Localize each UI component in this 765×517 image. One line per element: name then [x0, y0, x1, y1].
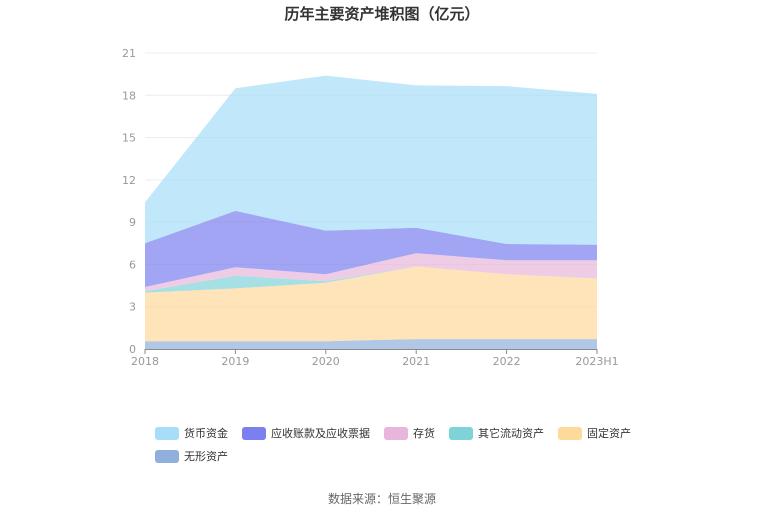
source-note: 数据来源：恒生聚源	[328, 491, 436, 506]
legend-item[interactable]: 应收账款及应收票据	[242, 426, 370, 440]
area-series	[145, 210, 597, 287]
y-tick-label: 0	[129, 343, 136, 356]
legend-label: 货币资金	[184, 426, 228, 440]
legend-swatch	[449, 427, 473, 440]
legend-item[interactable]: 无形资产	[155, 449, 228, 463]
y-tick-label: 3	[129, 301, 136, 314]
area-series	[145, 75, 597, 245]
legend-swatch	[384, 427, 408, 440]
y-tick-label: 12	[122, 174, 136, 187]
x-tick-label: 2018	[131, 355, 159, 368]
area-series	[145, 339, 597, 349]
legend-label: 无形资产	[184, 449, 228, 463]
y-tick-label: 9	[129, 216, 136, 229]
y-tick-label: 21	[122, 47, 136, 60]
legend-label: 应收账款及应收票据	[271, 426, 370, 440]
legend-label: 固定资产	[587, 426, 631, 440]
y-tick-label: 6	[129, 258, 136, 271]
area-series	[145, 266, 597, 342]
x-tick-label: 2020	[312, 355, 340, 368]
area-layer	[145, 75, 597, 349]
legend-swatch	[155, 450, 179, 463]
legend-label: 存货	[413, 426, 435, 440]
x-tick-label: 2023H1	[575, 355, 618, 368]
x-tick-label: 2019	[221, 355, 249, 368]
chart-title: 历年主要资产堆积图（亿元）	[284, 5, 479, 23]
area-series	[145, 253, 597, 292]
area-series	[145, 266, 597, 293]
legend-swatch	[242, 427, 266, 440]
x-tick-label: 2022	[493, 355, 521, 368]
legend-swatch	[155, 427, 179, 440]
legend-item[interactable]: 存货	[384, 426, 435, 440]
legend-label: 其它流动资产	[478, 426, 544, 440]
y-tick-label: 18	[122, 89, 136, 102]
legend-item[interactable]: 固定资产	[558, 426, 631, 440]
x-tick-label: 2021	[402, 355, 430, 368]
legend-item[interactable]: 其它流动资产	[449, 426, 544, 440]
legend-item[interactable]: 货币资金	[155, 426, 228, 440]
legend-swatch	[558, 427, 582, 440]
axes: 0 3 6 9 12 15 18 21 2018 2019 2020 2021 2022 2023H1	[122, 47, 619, 368]
y-tick-label: 15	[122, 132, 136, 145]
